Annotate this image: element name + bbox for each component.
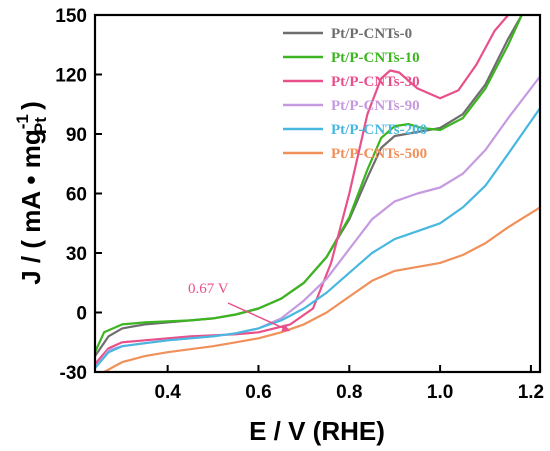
- x-tick-label: 0.6: [245, 382, 271, 403]
- x-tick-label: 0.8: [336, 382, 362, 403]
- y-axis-title-superscript: -1: [13, 114, 32, 129]
- y-axis-title-suffix: ): [16, 101, 46, 117]
- legend: Pt/P-CNTs-0 Pt/P-CNTs-10 Pt/P-CNTs-30 Pt/P-…: [283, 26, 427, 162]
- y-tick-label: 60: [66, 185, 87, 206]
- y-axis-ticks: -30 0 30 60 90 120 150: [55, 6, 102, 384]
- y-axis-title-subscript: Pt: [31, 117, 50, 134]
- series-line-3: [95, 75, 540, 370]
- annotation-label: 0.67 V: [188, 281, 229, 297]
- series-layer: [95, 15, 540, 372]
- legend-label-5: Pt/P-CNTs-500: [331, 146, 427, 162]
- x-tick-label: 1.0: [427, 382, 453, 403]
- annotation: 0.67 V: [188, 281, 291, 332]
- x-tick-label: 0.4: [154, 382, 181, 403]
- y-tick-label: 90: [66, 125, 87, 146]
- series-line-1: [95, 15, 523, 354]
- annotation-arrow: [227, 302, 291, 332]
- y-tick-label: -30: [60, 363, 87, 384]
- legend-label-3: Pt/P-CNTs-90: [331, 98, 420, 114]
- series-line-2: [95, 15, 510, 366]
- y-tick-label: 120: [55, 66, 87, 87]
- x-axis-title: E / V (RHE): [249, 416, 385, 446]
- y-tick-label: 150: [55, 6, 87, 27]
- legend-label-2: Pt/P-CNTs-30: [331, 74, 420, 90]
- series-line-5: [103, 206, 540, 372]
- y-axis-title: J / ( mA • mg-1Pt ): [13, 101, 50, 285]
- x-axis-ticks: 0.4 0.6 0.8 1.0 1.2: [154, 365, 544, 403]
- legend-label-0: Pt/P-CNTs-0: [331, 26, 412, 42]
- legend-label-4: Pt/P-CNTs-200: [331, 122, 427, 138]
- x-tick-label: 1.2: [518, 382, 544, 403]
- series-line-4: [95, 107, 540, 370]
- y-tick-label: 0: [76, 304, 87, 325]
- legend-label-1: Pt/P-CNTs-10: [331, 50, 420, 66]
- y-axis-title-prefix: J / ( mA • mg: [16, 129, 46, 285]
- y-tick-label: 30: [66, 244, 87, 265]
